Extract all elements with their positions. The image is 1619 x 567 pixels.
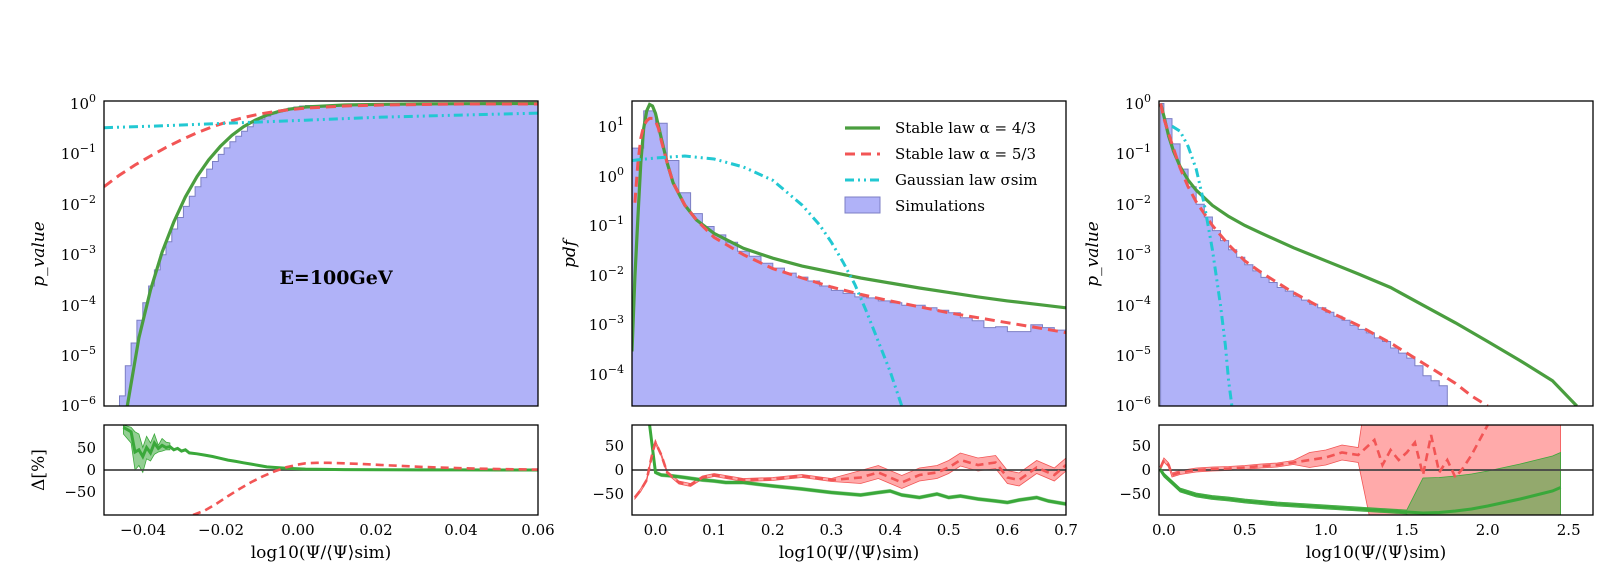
panel3-top: 10−6 10−5 10−4 10−3 10−2 10−1 100 p_valu… <box>1083 92 1594 415</box>
ytick-label: 10−1 <box>61 142 96 163</box>
x-tick-labels: 0.0 0.5 1.0 1.5 2.0 2.5 <box>1152 521 1581 539</box>
legend-label-stable-5-3: Stable law α = 5/3 <box>895 145 1036 163</box>
ytick-label: 0 <box>86 461 96 479</box>
xtick-label: 0.2 <box>761 521 785 539</box>
stable-law-4-3-residual <box>122 426 538 472</box>
ytick-label: 10−5 <box>61 344 96 365</box>
xtick-label: 2.5 <box>1557 521 1581 539</box>
gaussian-law-line <box>104 111 538 130</box>
ytick-label: 10−3 <box>589 313 624 334</box>
panel3-bottom-frame <box>1158 424 1594 516</box>
residual-uncertainty-band-green <box>1160 451 1561 515</box>
x-tick-labels: 0.0 0.1 0.2 0.3 0.4 0.5 0.6 0.7 <box>644 521 1078 539</box>
y-axis-label: p_value <box>1083 221 1103 287</box>
ytick-label: 100 <box>70 92 96 113</box>
panel3-bottom: 50 0 −50 0.0 0.5 1.0 1.5 2.0 2.5 log10(Ψ/⟨Ψ⟩s… <box>1119 424 1594 563</box>
ytick-label: 0 <box>614 461 624 479</box>
energy-annotation: E=100GeV <box>279 267 393 289</box>
ytick-label: 50 <box>77 439 96 457</box>
xtick-label: 2.0 <box>1476 521 1500 539</box>
ytick-label: 10−2 <box>589 264 624 285</box>
x-axis-label: log10(Ψ/⟨Ψ⟩sim) <box>779 543 920 563</box>
ytick-label: 10−4 <box>1116 294 1151 315</box>
stable-law-5-3-line <box>1159 103 1489 406</box>
panel2-bottom-frame <box>631 424 1067 516</box>
ytick-label: 10−2 <box>1116 193 1151 214</box>
x-axis-label: log10(Ψ/⟨Ψ⟩sim) <box>251 543 392 563</box>
xtick-label: 0.1 <box>702 521 726 539</box>
stable-law-5-3-residual <box>633 438 1066 499</box>
panel1-bottom: 50 0 −50 Δ[%] −0.04 −0.02 0.00 0.02 0.04… <box>29 424 555 563</box>
xtick-label: 0.7 <box>1054 521 1078 539</box>
xtick-label: 0.6 <box>995 521 1019 539</box>
stable-law-5-3-residual <box>1159 425 1489 480</box>
xtick-label: 0.3 <box>819 521 843 539</box>
legend-label-gaussian: Gaussian law σsim <box>895 171 1037 189</box>
panel3-top-frame <box>1158 100 1594 407</box>
ytick-label: 100 <box>1125 92 1151 113</box>
ytick-label: 10−2 <box>61 193 96 214</box>
ytick-label: −50 <box>64 483 96 501</box>
stable-law-5-3-residual <box>192 461 538 515</box>
stable-law-5-3-line <box>104 102 538 188</box>
ytick-label: 10−1 <box>589 214 624 235</box>
xtick-label: 0.5 <box>1233 521 1257 539</box>
xtick-label: −0.04 <box>120 521 166 539</box>
xtick-label: 0.02 <box>359 521 392 539</box>
simulations-histogram <box>1160 103 1456 406</box>
simulations-histogram <box>119 103 538 406</box>
panel2-top-frame <box>631 100 1067 407</box>
ytick-label: 101 <box>598 115 624 136</box>
stable-law-4-3-residual <box>1159 469 1562 515</box>
stable-law-4-3-residual <box>648 425 1066 506</box>
ytick-label: 10−6 <box>61 394 96 415</box>
ytick-label: 10−6 <box>1116 394 1151 415</box>
xtick-label: 0.06 <box>521 521 554 539</box>
simulations-histogram <box>632 110 1066 406</box>
xtick-label: 0.4 <box>878 521 902 539</box>
ytick-label: −50 <box>592 485 624 503</box>
xtick-label: 0.00 <box>281 521 314 539</box>
ytick-label: 10−3 <box>1116 243 1151 264</box>
legend-label-stable-4-3: Stable law α = 4/3 <box>895 119 1036 137</box>
ytick-label: 10−4 <box>589 363 624 384</box>
y-axis-label: Δ[%] <box>29 449 49 491</box>
y-tick-labels: 10−6 10−5 10−4 10−3 10−2 10−1 100 <box>61 92 96 415</box>
ytick-label: 10−4 <box>61 294 96 315</box>
legend: Stable law α = 4/3 Stable law α = 5/3 Ga… <box>844 119 1037 215</box>
ytick-label: 0 <box>1141 461 1151 479</box>
xtick-label: −0.02 <box>198 521 244 539</box>
panel2-bottom: 50 0 −50 0.0 0.1 0.2 0.3 0.4 0.5 0.6 0.7 log10(… <box>592 424 1078 563</box>
gaussian-law-line <box>632 154 904 406</box>
panel1-top-frame <box>103 100 539 407</box>
ytick-label: 10−1 <box>1116 142 1151 163</box>
xtick-label: 0.0 <box>1152 521 1176 539</box>
xtick-label: 0.0 <box>644 521 668 539</box>
ytick-label: 50 <box>605 437 624 455</box>
y-axis-label: p_value <box>29 221 49 287</box>
legend-swatch-simulations <box>844 196 881 214</box>
ytick-label: 50 <box>1132 437 1151 455</box>
ytick-label: −50 <box>1119 485 1151 503</box>
stable-law-5-3-line <box>633 116 1066 335</box>
y-axis-label: pdf <box>560 237 580 268</box>
xtick-label: 1.0 <box>1314 521 1338 539</box>
xtick-label: 0.04 <box>444 521 477 539</box>
xtick-label: 1.5 <box>1395 521 1419 539</box>
ytick-label: 100 <box>598 165 624 186</box>
panel1-bottom-frame <box>103 424 539 516</box>
panel1-top: 10−6 10−5 10−4 10−3 10−2 10−1 100 p_valu… <box>29 92 539 415</box>
ytick-label: 10−5 <box>1116 344 1151 365</box>
x-axis-label: log10(Ψ/⟨Ψ⟩sim) <box>1306 543 1447 563</box>
ytick-label: 10−3 <box>61 243 96 264</box>
legend-label-simulations: Simulations <box>895 197 985 215</box>
xtick-label: 0.5 <box>937 521 961 539</box>
panel2-top: 10−4 10−3 10−2 10−1 100 101 pdf Stable l… <box>560 100 1067 407</box>
